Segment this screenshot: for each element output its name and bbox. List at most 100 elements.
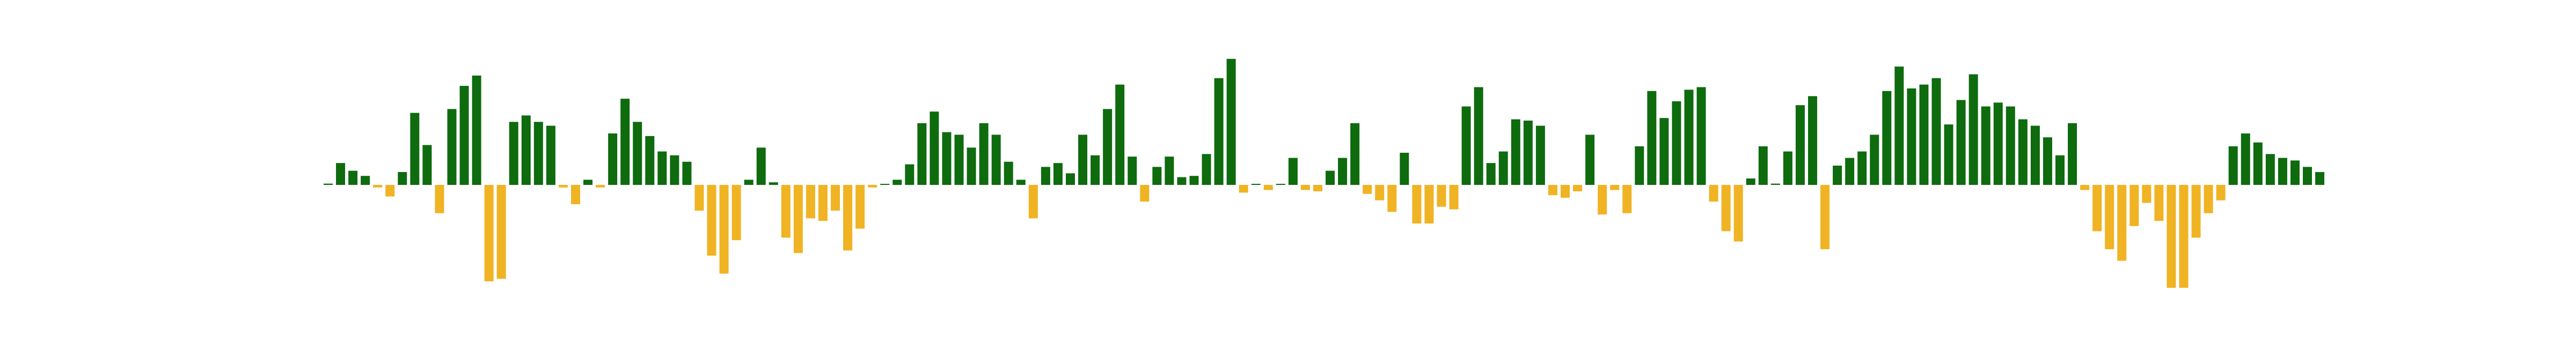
bar-positive [1474,87,1483,185]
bar-positive [2006,106,2015,185]
bar-negative [694,185,704,211]
bar-positive [670,155,679,185]
bar-negative [1820,185,1830,249]
bar-negative [385,185,395,197]
bar-negative [1300,185,1310,190]
bar-positive [1066,173,1075,185]
bar-negative [731,185,741,241]
bar-positive [1907,88,1916,185]
bar-positive [1833,166,1842,185]
bar-negative [1622,185,1632,213]
bar-negative [2179,185,2189,288]
bar-positive [1053,163,1063,185]
bar-positive [1635,146,1644,185]
bar-positive [905,164,914,185]
bar-negative [1573,185,1583,191]
bar-positive [1016,180,1026,185]
bar-positive [410,113,420,185]
bar-positive [633,122,642,185]
bar-positive [1882,91,1892,185]
bar-negative [1437,185,1446,207]
bar-positive [1004,161,1013,185]
bar-positive [2068,123,2077,185]
bar-negative [707,185,716,256]
bar-positive [1931,78,1941,185]
bar-positive [1808,96,1817,185]
bar-negative [1363,185,1372,194]
bar-positive [682,161,692,185]
bar-positive [1177,177,1187,185]
bar-positive [1041,167,1050,185]
bar-negative [1610,185,1620,190]
bar-positive [1535,125,1545,185]
bar-positive [2018,119,2028,185]
bar-positive [509,122,518,185]
bar-positive [2290,160,2300,185]
bar-positive [1115,84,1125,185]
bar-negative [1548,185,1557,196]
bar-positive [1659,118,1669,185]
bar-positive [1944,124,1953,185]
bar-positive [967,147,976,185]
bar-positive [942,132,952,185]
bar-positive [2030,125,2040,185]
bar-positive [1189,176,1199,185]
bar-positive [533,122,543,185]
bar-negative [806,185,815,219]
bar-positive [1202,154,1211,185]
bar-positive [1845,158,1855,185]
bar-negative [868,185,877,188]
bar-negative [596,185,605,188]
bar-positive [620,99,630,185]
bar-positive [1956,100,1966,185]
bar-positive [991,135,1001,185]
bar-negative [373,185,383,188]
bar-negative [1028,185,1038,219]
bar-negative [1313,185,1322,191]
bar-positive [583,180,593,185]
bar-positive [608,133,618,185]
bar-positive [979,123,989,185]
bar-positive [645,136,655,185]
bar-positive [1152,167,1162,185]
bar-positive [1498,151,1508,185]
bar-positive [1993,102,2003,185]
bar-positive [1770,183,1780,185]
bar-positive [1585,135,1595,185]
bar-positive [756,147,766,185]
bar-positive [1968,74,1978,185]
bar-positive [1684,90,1694,185]
bar-positive [1400,153,1409,185]
bar-negative [818,185,828,221]
bar-positive [361,176,370,185]
bar-positive [1091,155,1100,185]
bar-positive [1165,156,1174,185]
bar-positive [521,115,531,185]
bar-positive [1647,91,1657,185]
bar-positive [1672,101,1681,185]
bar-positive [2303,167,2312,185]
bar-positive [1870,135,1879,185]
bar-positive [336,163,346,185]
bar-negative [435,185,444,213]
bar-positive [744,180,753,185]
bar-negative [1561,185,1570,198]
bar-positive [2055,155,2065,185]
bar-negative [1239,185,1248,193]
bar-negative [2117,185,2127,261]
bar-negative [2092,185,2102,232]
bar-positive [954,135,964,185]
bar-positive [422,145,432,185]
bar-negative [1424,185,1434,223]
bar-positive [917,123,927,185]
bar-negative [2105,185,2114,249]
bar-positive [2241,133,2250,185]
bar-positive [1857,151,1867,185]
bar-positive [2228,146,2238,185]
bar-negative [719,185,729,274]
bar-negative [793,185,803,253]
bar-positive [1326,170,1335,185]
bar-positive [447,109,457,185]
bar-negative [1263,185,1273,190]
